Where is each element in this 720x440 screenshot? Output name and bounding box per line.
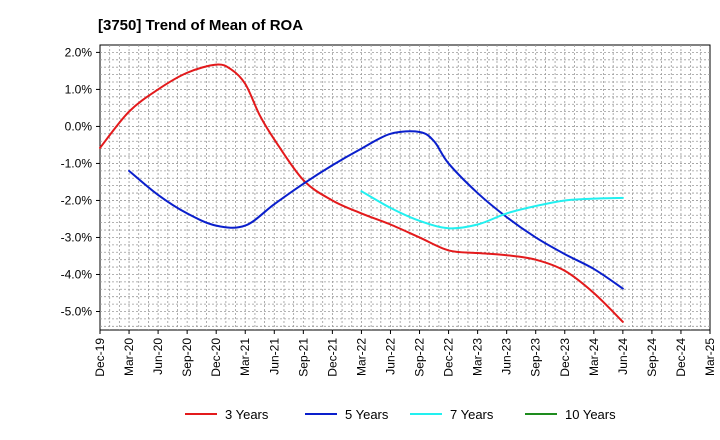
x-tick-label: Mar-20 [122,338,136,376]
x-tick-label: Jun-24 [616,338,630,375]
x-tick-label: Mar-22 [354,338,368,376]
y-tick-label: -4.0% [61,267,93,281]
x-axis: Dec-19 Mar-20 Jun-20 Sep-20 Dec-20 Mar-21 Jun-… [93,330,717,377]
x-tick-label: Dec-22 [442,338,456,377]
x-tick-label: Dec-24 [674,338,688,377]
x-tick-label: Jun-22 [383,338,397,375]
x-tick-label: Sep-22 [413,338,427,377]
series-line-5-years [128,130,624,290]
x-tick-label: Dec-21 [325,338,339,377]
legend-label: 10 Years [565,407,616,422]
x-tick-label: Mar-21 [238,338,252,376]
x-tick-label: Sep-24 [645,338,659,377]
x-tick-label: Mar-23 [471,338,485,376]
legend-label: 7 Years [450,407,494,422]
plot-area [99,44,711,331]
y-tick-label: 1.0% [65,82,93,96]
x-tick-label: Sep-23 [529,338,543,377]
x-tick-label: Jun-21 [267,338,281,375]
x-tick-label: Dec-23 [558,338,572,377]
x-tick-label: Dec-20 [209,338,223,377]
legend: 3 Years 5 Years 7 Years 10 Years [185,407,616,422]
grid [100,45,710,330]
series-lines [99,63,624,323]
chart-title: [3750] Trend of Mean of ROA [98,17,303,34]
y-tick-label: -2.0% [61,193,93,207]
legend-label: 3 Years [225,407,269,422]
x-tick-label: Sep-21 [296,338,310,377]
x-tick-label: Mar-25 [703,338,717,376]
y-tick-label: -3.0% [61,230,93,244]
x-tick-label: Mar-24 [587,338,601,376]
y-tick-label: 2.0% [65,45,93,59]
y-tick-label: -5.0% [61,304,93,318]
series-line-7-years [360,190,624,230]
x-tick-label: Sep-20 [180,338,194,377]
series-line-3-years [99,63,624,323]
y-axis: 2.0% 1.0% 0.0% -1.0% -2.0% -3.0% -4.0% -5.0% [61,45,100,318]
x-tick-label: Jun-20 [151,338,165,375]
x-tick-label: Dec-19 [93,338,107,377]
x-tick-label: Jun-23 [500,338,514,375]
legend-label: 5 Years [345,407,389,422]
y-tick-label: 0.0% [65,119,93,133]
y-tick-label: -1.0% [61,156,93,170]
